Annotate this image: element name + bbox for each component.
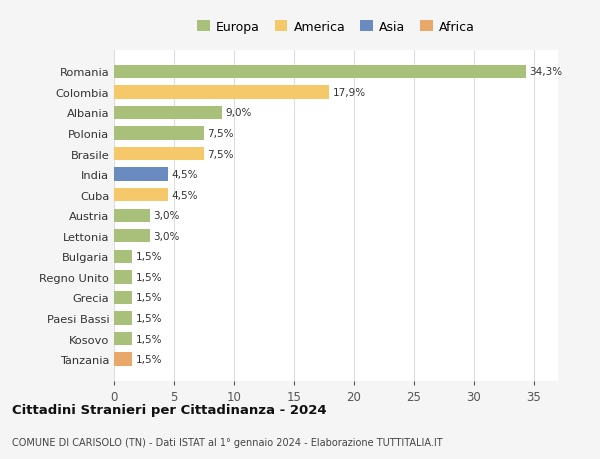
Bar xyxy=(114,291,132,304)
Text: 4,5%: 4,5% xyxy=(172,190,198,200)
Text: 3,0%: 3,0% xyxy=(154,211,180,221)
Text: 1,5%: 1,5% xyxy=(136,354,162,364)
Bar xyxy=(114,271,132,284)
Text: 1,5%: 1,5% xyxy=(136,313,162,323)
Bar xyxy=(114,332,132,346)
Bar xyxy=(114,209,150,223)
Bar xyxy=(114,106,222,120)
Text: 3,0%: 3,0% xyxy=(154,231,180,241)
Text: 7,5%: 7,5% xyxy=(208,149,234,159)
Text: 9,0%: 9,0% xyxy=(226,108,252,118)
Text: 7,5%: 7,5% xyxy=(208,129,234,139)
Text: 1,5%: 1,5% xyxy=(136,334,162,344)
Text: 1,5%: 1,5% xyxy=(136,293,162,303)
Text: 17,9%: 17,9% xyxy=(332,88,365,98)
Bar xyxy=(114,230,150,243)
Text: COMUNE DI CARISOLO (TN) - Dati ISTAT al 1° gennaio 2024 - Elaborazione TUTTITALI: COMUNE DI CARISOLO (TN) - Dati ISTAT al … xyxy=(12,437,443,447)
Bar xyxy=(114,127,204,140)
Text: 1,5%: 1,5% xyxy=(136,252,162,262)
Text: Cittadini Stranieri per Cittadinanza - 2024: Cittadini Stranieri per Cittadinanza - 2… xyxy=(12,403,326,416)
Bar xyxy=(114,189,168,202)
Text: 34,3%: 34,3% xyxy=(529,67,562,77)
Bar xyxy=(114,312,132,325)
Bar xyxy=(114,168,168,181)
Bar xyxy=(114,353,132,366)
Bar xyxy=(114,250,132,263)
Bar xyxy=(114,147,204,161)
Text: 4,5%: 4,5% xyxy=(172,170,198,180)
Legend: Europa, America, Asia, Africa: Europa, America, Asia, Africa xyxy=(193,17,479,38)
Bar xyxy=(114,66,526,79)
Bar xyxy=(114,86,329,99)
Text: 1,5%: 1,5% xyxy=(136,272,162,282)
